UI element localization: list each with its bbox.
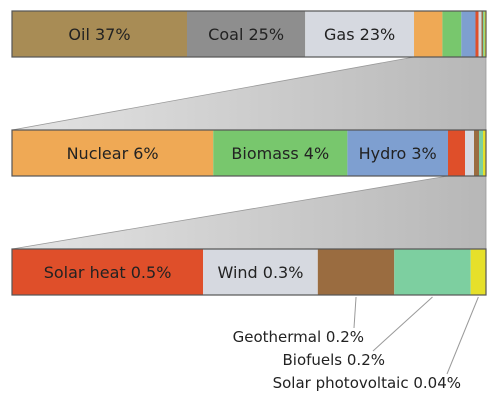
segment-biofuels xyxy=(483,11,485,57)
segment-label-gas: Gas 23% xyxy=(324,25,395,44)
segment-label-solar_heat: Solar heat 0.5% xyxy=(44,263,172,282)
segment-label-biomass: Biomass 4% xyxy=(231,144,329,163)
segment-hydro xyxy=(461,11,475,57)
segment-geothermal xyxy=(482,11,484,57)
stacked-bars: Oil 37% Coal 25% Gas 23% Nuclear 6% Biomass … xyxy=(12,11,486,295)
callout-leader-solar_pv xyxy=(447,297,478,374)
segment-solar_heat xyxy=(476,11,479,57)
bar-other-renewables: Solar heat 0.5% Wind 0.3% xyxy=(12,249,486,295)
segment-solar_pv xyxy=(471,249,486,295)
segment-label-hydro: Hydro 3% xyxy=(359,144,437,163)
callout-label-geothermal: Geothermal 0.2% xyxy=(233,328,364,346)
callout-leader-geothermal xyxy=(354,297,356,328)
callout-leader-biofuels xyxy=(373,297,432,351)
zoom-connector-solar_heat xyxy=(12,176,486,249)
segment-biofuels xyxy=(479,130,483,176)
callouts: Geothermal 0.2% Biofuels 0.2% Solar photov… xyxy=(233,297,479,392)
bar-primary: Oil 37% Coal 25% Gas 23% xyxy=(12,11,486,57)
segment-label-nuclear: Nuclear 6% xyxy=(67,144,159,163)
segment-biofuels xyxy=(394,249,470,295)
segment-label-oil: Oil 37% xyxy=(68,25,130,44)
segment-geothermal xyxy=(318,249,394,295)
segment-geothermal xyxy=(474,130,479,176)
segment-label-wind: Wind 0.3% xyxy=(217,263,303,282)
callout-label-solar_pv: Solar photovoltaic 0.04% xyxy=(273,374,461,392)
segment-wind xyxy=(465,130,474,176)
segment-wind xyxy=(479,11,482,57)
callout-label-biofuels: Biofuels 0.2% xyxy=(282,351,385,369)
zoom-connector-nuclear xyxy=(12,57,486,130)
bar-low-carbon: Nuclear 6% Biomass 4% Hydro 3% xyxy=(12,130,486,176)
segment-solar_heat xyxy=(448,130,465,176)
segment-label-coal: Coal 25% xyxy=(208,25,284,44)
segment-nuclear xyxy=(414,11,442,57)
segment-biomass xyxy=(442,11,461,57)
